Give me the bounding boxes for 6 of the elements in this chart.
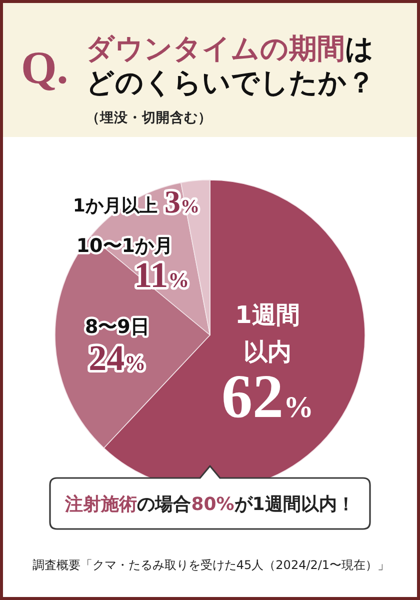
annotation: Q. <box>21 42 68 93</box>
title: ダウンタイムの期間は <box>86 32 374 65</box>
annotation: 注射施術の場合80%が1週間以内！ <box>65 494 355 515</box>
subtitle: （埋没・切開含む） <box>86 110 212 126</box>
annotation: 調査概要「クマ・たるみ取りを受けた45人（2024/2/1〜現在）」 <box>32 558 390 572</box>
title: どのくらいでしたか？ <box>86 66 375 99</box>
